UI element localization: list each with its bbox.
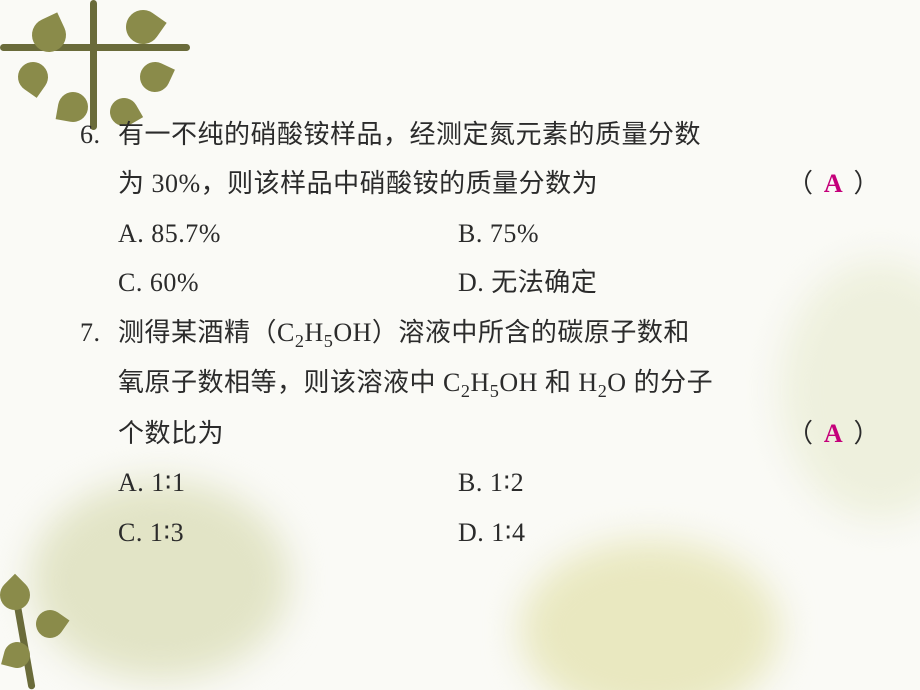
q7-bracket-close: ）: [853, 419, 880, 448]
q6-option-c: C. 60%: [118, 258, 458, 307]
bg-blotch-2: [520, 540, 780, 690]
q7-bracket-open: （: [787, 419, 814, 448]
q6-option-b: B. 75%: [458, 209, 798, 258]
q7-option-b: B. 1∶2: [458, 458, 798, 507]
q7-answer-bracket: （A）: [787, 409, 880, 458]
q7-line1-pre: 测得某酒精（: [118, 318, 277, 347]
q7-options: A. 1∶1 B. 1∶2 C. 1∶3 D. 1∶4: [118, 458, 880, 557]
q6-option-d: D. 无法确定: [458, 258, 798, 307]
q6-text-line1: 有一不纯的硝酸铵样品，经测定氮元素的质量分数: [118, 110, 880, 159]
q7-option-c: C. 1∶3: [118, 508, 458, 557]
q7-formula-1: C2H5OH: [277, 318, 372, 347]
q7-formula-3: H2O: [578, 368, 626, 397]
q7-formula-2: C2H5OH: [443, 368, 538, 397]
question-block: 6. 有一不纯的硝酸铵样品，经测定氮元素的质量分数 为 30%，则该样品中硝酸铵…: [80, 110, 880, 557]
q6-text-line2: 为 30%，则该样品中硝酸铵的质量分数为: [118, 159, 598, 208]
ornament-leaf-top-3: [12, 56, 54, 98]
q7-line2-post: 的分子: [627, 368, 714, 397]
q6-answer-bracket: （A）: [787, 159, 880, 208]
q7-answer: A: [819, 409, 847, 458]
q7-text-line1: 测得某酒精（C2H5OH）溶液中所含的碳原子数和: [118, 308, 880, 359]
q7-line2: 氧原子数相等，则该溶液中 C2H5OH 和 H2O 的分子: [80, 358, 880, 409]
q7-number: 7.: [80, 308, 118, 359]
q7-option-a: A. 1∶1: [118, 458, 458, 507]
q7-line2-pre: 氧原子数相等，则该溶液中: [118, 368, 443, 397]
q7-option-d: D. 1∶4: [458, 508, 798, 557]
q7-line2-mid: 和: [538, 368, 579, 397]
q6-options: A. 85.7% B. 75% C. 60% D. 无法确定: [118, 209, 880, 308]
q6-bracket-close: ）: [853, 169, 880, 198]
q6-option-a: A. 85.7%: [118, 209, 458, 258]
q6-line2: 为 30%，则该样品中硝酸铵的质量分数为 （A）: [80, 159, 880, 208]
ornament-leaf-top-4: [135, 57, 175, 97]
q6-line1: 6. 有一不纯的硝酸铵样品，经测定氮元素的质量分数: [80, 110, 880, 159]
q7-line3: 个数比为 （A）: [80, 409, 880, 458]
q7-text-line3: 个数比为: [118, 409, 224, 458]
q6-answer: A: [819, 159, 847, 208]
q7-line1: 7. 测得某酒精（C2H5OH）溶液中所含的碳原子数和: [80, 308, 880, 359]
q7-line1-post: ）溶液中所含的碳原子数和: [372, 318, 690, 347]
q6-number: 6.: [80, 110, 118, 159]
q7-text-line2: 氧原子数相等，则该溶液中 C2H5OH 和 H2O 的分子: [118, 358, 880, 409]
q6-bracket-open: （: [787, 169, 814, 198]
